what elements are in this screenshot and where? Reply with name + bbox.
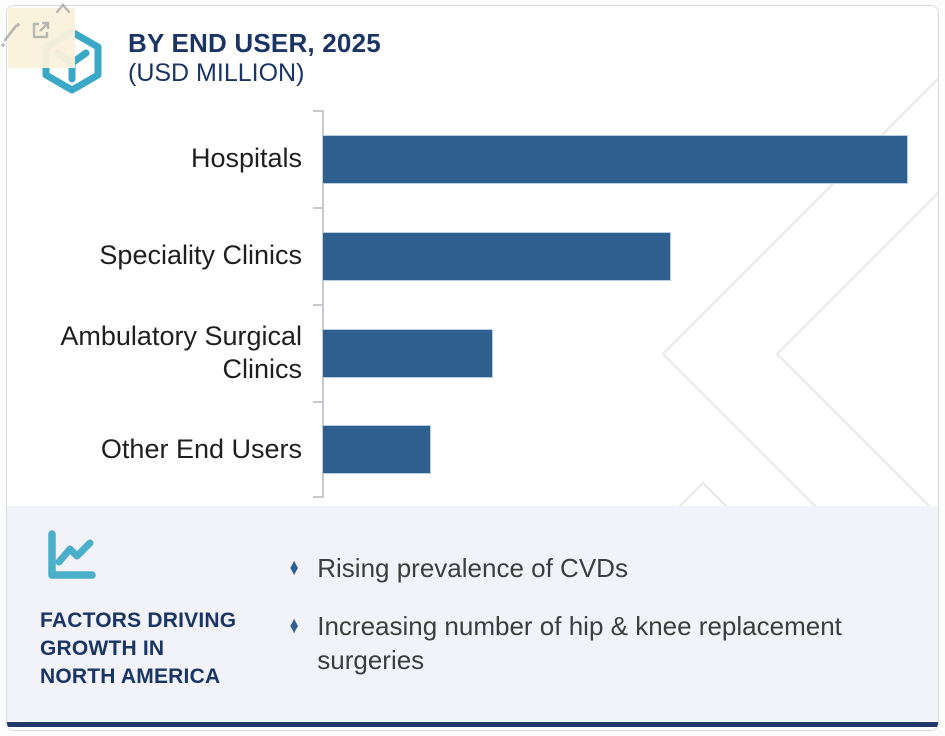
axis-tick <box>313 401 322 403</box>
axis-tick <box>313 110 322 112</box>
factors-heading-line: GROWTH IN <box>40 637 165 660</box>
factors-panel <box>7 506 938 721</box>
factors-bullet-list: ♦ Rising prevalence of CVDs ♦ Increasing… <box>288 551 928 677</box>
category-label-other-end-users: Other End Users <box>100 434 302 465</box>
category-label-hospitals: Hospitals <box>190 143 302 174</box>
bar-hospitals <box>323 135 908 184</box>
bottom-accent-bar <box>7 722 938 727</box>
axis-tick <box>313 304 322 306</box>
wand-icon[interactable] <box>0 20 21 48</box>
bar-speciality-clinics <box>323 232 671 281</box>
bar-other-end-users <box>323 425 431 474</box>
factors-heading: FACTORS DRIVING GROWTH IN NORTH AMERICA <box>40 607 290 691</box>
chart-card: BY END USER, 2025 (USD MILLION) Hospital… <box>6 5 939 731</box>
diamond-bullet-icon: ♦ <box>289 554 299 581</box>
bullet-text: Rising prevalence of CVDs <box>317 553 628 583</box>
bullet-text: Increasing number of hip & knee replacem… <box>317 611 842 675</box>
chart-title-block: BY END USER, 2025 (USD MILLION) <box>128 28 381 88</box>
line-chart-icon <box>48 530 96 579</box>
bullet-item: ♦ Increasing number of hip & knee replac… <box>288 609 928 677</box>
chevron-up-icon[interactable] <box>55 2 71 14</box>
factors-heading-line: FACTORS DRIVING <box>40 609 237 632</box>
chart-title: BY END USER, 2025 <box>128 28 381 58</box>
chart-subtitle: (USD MILLION) <box>128 59 305 87</box>
bullet-item: ♦ Rising prevalence of CVDs <box>288 551 928 585</box>
category-label-ambulatory-surgical-clinics: Ambulatory Surgical Clinics <box>60 320 302 384</box>
axis-tick <box>313 496 322 498</box>
diamond-bullet-icon: ♦ <box>289 612 299 639</box>
open-in-new-icon[interactable] <box>30 20 50 40</box>
axis-tick <box>313 207 322 209</box>
annotation-tools-overlay <box>1 3 75 68</box>
y-axis-line <box>322 110 324 498</box>
bar-ambulatory-surgical-clinics <box>323 329 493 378</box>
factors-heading-line: NORTH AMERICA <box>40 665 221 688</box>
category-label-speciality-clinics: Speciality Clinics <box>99 240 302 271</box>
